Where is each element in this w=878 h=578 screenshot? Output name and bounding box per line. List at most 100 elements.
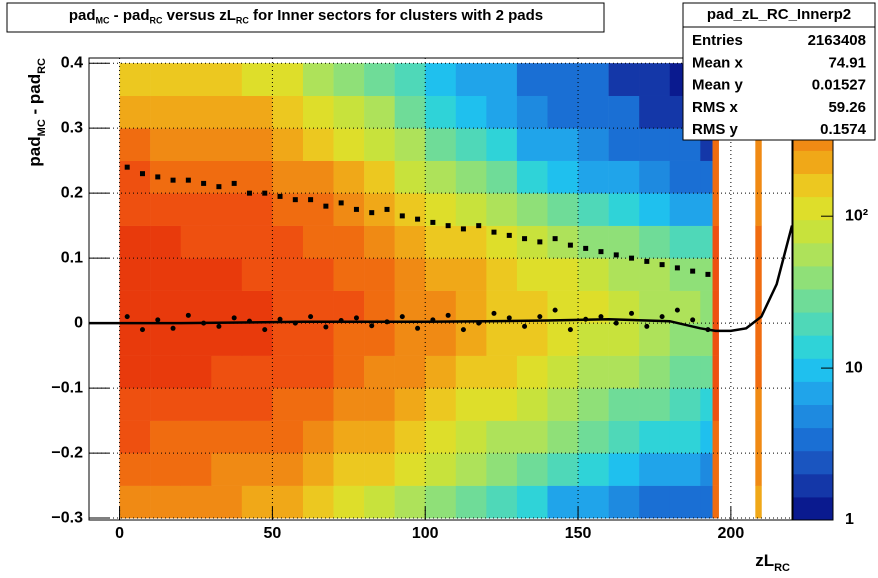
heat-cell [639, 290, 671, 324]
profile-point [659, 314, 665, 320]
heat-cell [425, 258, 457, 291]
x-tick-label: 150 [565, 525, 592, 542]
heat-cell [180, 388, 212, 421]
heat-cell [150, 63, 181, 96]
heat-cell [119, 258, 151, 291]
color-band [793, 427, 833, 452]
chart-title: padMC - padRC versus zLRC for Inner sect… [69, 7, 543, 26]
heat-cell [302, 258, 334, 291]
profile-point [338, 200, 344, 206]
heat-cell [211, 63, 243, 96]
heat-cell [547, 258, 579, 291]
heat-cell [302, 225, 334, 259]
heat-cell [516, 453, 548, 486]
heat-cell [712, 388, 719, 421]
heat-cell [755, 160, 762, 194]
heat-cell [180, 95, 212, 129]
heat-cell [639, 485, 671, 519]
heat-cell [241, 258, 273, 291]
heat-cell [712, 128, 719, 161]
profile-point [139, 171, 145, 177]
stats-label: RMS y [692, 121, 739, 138]
heat-cell [547, 323, 579, 356]
heat-cell [669, 258, 701, 291]
heat-cell [394, 420, 426, 454]
heat-cell [302, 323, 334, 356]
heat-cell [333, 290, 365, 324]
heat-cell [578, 193, 609, 226]
heat-cell [302, 193, 334, 226]
heat-cell [712, 323, 719, 356]
heat-cell [180, 420, 212, 454]
heat-cell [333, 193, 365, 226]
heat-cell [755, 193, 762, 226]
stats-value: 0.1574 [820, 121, 867, 138]
heat-cell [486, 128, 518, 161]
heat-cell [516, 128, 548, 161]
heat-cell [302, 160, 334, 194]
heat-cell [755, 355, 762, 389]
heat-cell [119, 290, 151, 324]
heat-cell [608, 420, 640, 454]
heat-cell [272, 258, 304, 291]
heat-cell [425, 323, 457, 356]
heat-cell [516, 388, 548, 421]
heat-cell [486, 95, 518, 129]
heat-cell [608, 453, 640, 486]
y-tick-label: 0.2 [61, 184, 83, 201]
heat-cell [364, 160, 395, 194]
heat-cell [639, 258, 671, 291]
heat-cell [639, 355, 671, 389]
heat-cell [516, 355, 548, 389]
heat-cell [669, 193, 701, 226]
heat-cell [608, 388, 640, 421]
heat-cell [425, 63, 457, 96]
heat-cell [364, 258, 395, 291]
heat-cell [700, 160, 713, 194]
heat-cell [394, 258, 426, 291]
profile-point [323, 324, 329, 330]
heat-cell [119, 95, 151, 129]
heat-cell [394, 485, 426, 519]
heat-cell [364, 453, 395, 486]
heat-cell [394, 355, 426, 389]
heat-cell [455, 128, 487, 161]
heat-cell [578, 453, 609, 486]
heat-cell [241, 485, 273, 519]
heat-cell [547, 160, 579, 194]
color-band [793, 196, 833, 221]
heat-cell [755, 453, 762, 486]
heat-cell [272, 193, 304, 226]
stats-box [682, 2, 876, 141]
heat-cell [211, 95, 243, 129]
heat-cell [150, 290, 181, 324]
heat-cell [712, 225, 719, 259]
heat-cell [150, 160, 181, 194]
profile-point [124, 164, 130, 170]
text-part: pad [69, 7, 96, 24]
heat-cell [578, 420, 609, 454]
profile-point [292, 197, 298, 203]
profile-point [399, 314, 405, 320]
profile-point [644, 323, 650, 329]
heat-cell [516, 258, 548, 291]
heat-cell [486, 290, 518, 324]
heat-cell [150, 128, 181, 161]
profile-point [613, 252, 619, 258]
heat-cell [211, 128, 243, 161]
y-tick-label: −0.1 [51, 379, 83, 396]
heat-cell [180, 193, 212, 226]
profile-point [185, 177, 191, 183]
heat-cell [180, 63, 212, 96]
profile-point [262, 327, 268, 333]
profile-point [476, 223, 482, 229]
heat-cell [241, 193, 273, 226]
heat-cell [333, 485, 365, 519]
heat-cell [364, 355, 395, 389]
profile-point [415, 216, 421, 222]
heat-cell [150, 193, 181, 226]
profile-point [201, 180, 207, 186]
profile-point [567, 242, 573, 248]
heat-cell [578, 225, 609, 259]
heat-cell [639, 453, 671, 486]
